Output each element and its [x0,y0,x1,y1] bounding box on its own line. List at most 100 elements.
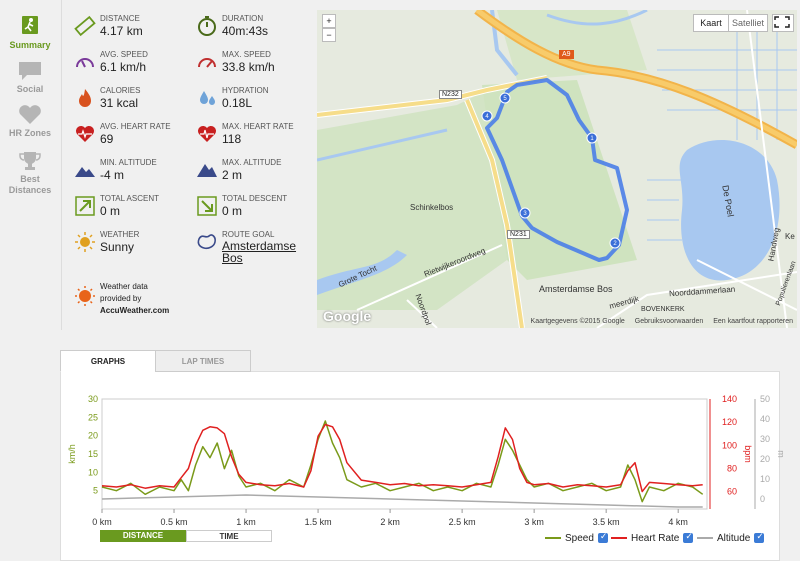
route-marker[interactable]: 5 [499,92,511,104]
route-goal-link[interactable]: Amsterdamse Bos [222,240,296,264]
map-label-amsterdamse-bos: Amsterdamse Bos [539,284,613,294]
y-axis-label: km/h [67,444,77,464]
y-tick-label: 30 [760,434,770,444]
stat-value: 6.1 km/h [100,60,147,74]
speedometer-max-icon [198,58,216,68]
stat-label: CALORIES [100,86,141,95]
sidebar-item-label: Summary [9,40,51,50]
svg-text:3: 3 [523,211,527,217]
stat-distance: DISTANCE 4.17 km [62,10,182,44]
speed-checkbox[interactable] [597,531,608,544]
heart-rate-checkbox[interactable] [683,531,694,544]
map-data-credit: Kaartgegevens ©2015 Google [530,318,625,325]
route-marker[interactable]: 3 [519,207,531,219]
x-tick-label: 4 km [668,517,688,527]
stat-label: AVG. SPEED [100,50,148,59]
mountain-icon [75,167,95,177]
map-terms-link[interactable]: Gebruiksvoorwaarden [634,318,704,325]
stat-avg-heart-rate: AVG. HEART RATE 69 [62,118,182,152]
x-tick-label: 0 km [92,517,112,527]
distance-toggle[interactable]: DISTANCE [100,530,186,542]
road-tag-n232: N232 [439,90,462,99]
altitude-checkbox[interactable] [754,531,765,544]
y-axis-label: bpm [743,445,753,463]
stat-label: DISTANCE [100,14,140,23]
series-line-speed [101,420,704,503]
y-tick-label: 25 [88,412,98,422]
route-marker[interactable]: 2 [609,237,621,249]
stat-hydration: HYDRATION 0.18L [184,82,304,116]
route-marker[interactable]: 1 [586,132,598,144]
satellite-view-button[interactable]: Satelliet [728,14,768,32]
sidebar-item-social[interactable]: Social [0,60,60,94]
legend-altitude[interactable]: Altitude [697,531,765,544]
road-tag-a9: A9 [559,50,574,59]
stat-value: 0 m [222,204,243,218]
stat-label: TOTAL DESCENT [222,194,288,203]
speed-swatch [545,537,561,540]
stat-route-goal: ROUTE GOAL Amsterdamse Bos [184,226,304,270]
stat-total-ascent: TOTAL ASCENT 0 m [62,190,182,224]
zoom-in-button[interactable]: + [322,14,336,28]
legend-speed[interactable]: Speed [545,531,608,544]
stat-value: 0.18L [222,96,253,110]
y-tick-label: 140 [722,394,737,404]
y-tick-label: 0 [760,494,765,504]
fullscreen-button[interactable] [772,14,794,32]
sidebar-item-summary[interactable]: Summary [0,14,60,50]
stat-label: HYDRATION [222,86,269,95]
sun-icon [75,232,95,252]
google-logo: Google [323,308,372,324]
x-tick-label: 0.5 km [161,517,188,527]
sidebar-item-hr-zones[interactable]: HR Zones [0,104,60,138]
zoom-out-button[interactable]: − [322,28,336,42]
y-tick-label: 10 [760,474,770,484]
y-tick-label: 100 [722,440,737,450]
tab-lap-times[interactable]: LAP TIMES [155,350,251,372]
legend-altitude-label: Altitude [717,533,751,544]
stat-label: WEATHER [100,230,140,239]
arrow-up-right-icon [75,196,95,216]
heart-pulse-max-icon [198,126,216,142]
map-label-schinkelbos: Schinkelbos [410,203,454,212]
x-tick-label: 3 km [524,517,544,527]
stat-max-speed: MAX. SPEED 33.8 km/h [184,46,304,80]
mountain-peak-icon [197,164,217,177]
altitude-swatch [697,537,713,540]
stat-calories: CALORIES 31 kcal [62,82,182,116]
map-footer: Kaartgegevens ©2015 Google Gebruiksvoorw… [523,318,793,325]
legend-heart-rate[interactable]: Heart Rate [611,531,694,544]
route-map[interactable]: Kaart Satelliet + − N232 A9 N231 Schinke… [317,10,797,328]
stat-min-altitude: MIN. ALTITUDE -4 m [62,154,182,188]
legend-speed-label: Speed [565,533,594,544]
heart-rate-swatch [611,537,627,540]
stat-label: ROUTE GOAL [222,230,275,239]
series-line-altitude [101,494,703,508]
series-line-heart-rate [101,423,703,493]
map-view-button[interactable]: Kaart [693,14,729,32]
water-drops-icon [200,91,215,105]
y-axis-label: m [776,450,786,458]
x-tick-label: 1 km [236,517,256,527]
x-tick-label: 1.5 km [305,517,332,527]
flame-icon [79,89,91,107]
stopwatch-icon [198,16,216,36]
runner-icon [22,16,38,34]
fullscreen-icon [774,16,790,28]
route-marker[interactable]: 4 [481,110,493,122]
heart-pulse-icon [76,126,94,142]
weather-note-line1: Weather data [100,282,148,291]
time-toggle[interactable]: TIME [186,530,272,542]
x-tick-label: 2.5 km [449,517,476,527]
map-report-link[interactable]: Een kaartfout rapporteren [713,318,793,325]
heart-icon [19,105,41,124]
sidebar-item-best-distances[interactable]: Best Distances [0,150,60,196]
accuweather-link[interactable]: AccuWeather.com [100,306,170,315]
stat-weather: WEATHER Sunny [62,226,182,260]
stat-value: 0 m [100,204,121,218]
sidebar-item-label: HR Zones [8,128,51,138]
y-tick-label: 20 [88,431,98,441]
y-tick-label: 20 [760,454,770,464]
stat-total-descent: TOTAL DESCENT 0 m [184,190,304,224]
